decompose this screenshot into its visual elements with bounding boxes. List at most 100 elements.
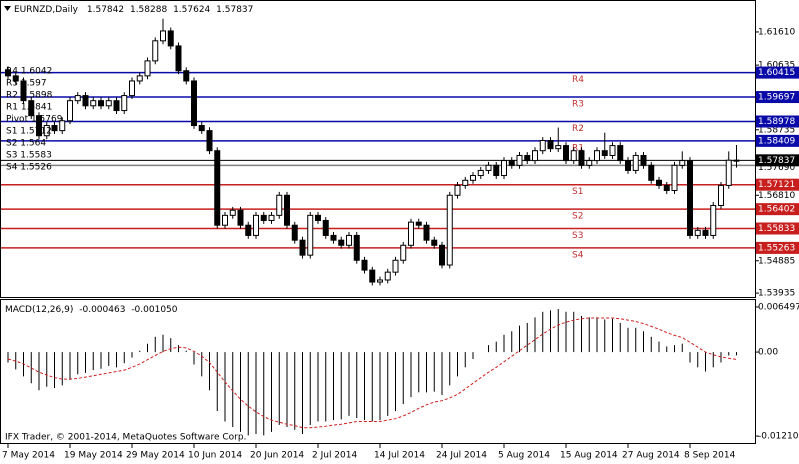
- x-tick-label: 10 Jun 2014: [188, 451, 242, 461]
- candle-body: [82, 95, 89, 107]
- level-price-label: 1.58409: [758, 136, 795, 146]
- y-tick-label: 1.58735: [758, 125, 795, 135]
- candle-body: [36, 115, 42, 137]
- candle-body: [694, 229, 701, 236]
- candle-body: [105, 100, 112, 107]
- candle-body: [361, 259, 368, 271]
- candle-body: [330, 234, 337, 241]
- candle-body: [400, 244, 407, 261]
- macd-title: MACD(12,26,9): [5, 305, 73, 315]
- macd-value: -0.000463: [79, 305, 125, 315]
- symbol-icon: [4, 6, 11, 11]
- candle-body: [501, 160, 507, 177]
- candle-body: [12, 75, 19, 82]
- candle-body: [369, 269, 376, 283]
- candle-body: [710, 204, 717, 236]
- candle-body: [260, 214, 267, 221]
- candle-body: [384, 271, 391, 281]
- candle-body: [679, 160, 686, 166]
- candle-body: [284, 194, 290, 226]
- candle-body: [98, 100, 104, 107]
- pivot-table-entry: R3 1.597: [6, 79, 47, 89]
- candle-body: [586, 160, 593, 166]
- candle-body: [338, 239, 345, 246]
- candle-body: [656, 179, 662, 186]
- level-label: R3: [572, 100, 584, 110]
- candle-body: [718, 184, 724, 206]
- candle-body: [307, 214, 314, 256]
- candle-body: [5, 69, 11, 77]
- level-price-box: [756, 203, 799, 216]
- last-close: 1.57837: [216, 5, 253, 15]
- current-price-label: 1.57837: [758, 156, 795, 166]
- candle-body: [222, 214, 228, 226]
- level-price-box: [756, 115, 799, 128]
- level-price-label: 1.55833: [758, 224, 795, 234]
- level-price-label: 1.59697: [758, 93, 795, 103]
- level-label: S2: [572, 212, 583, 222]
- macd-y-tick-label: 0.00: [758, 348, 778, 358]
- pivot-table-entry: S3 1.5583: [6, 151, 52, 161]
- level-label: S1: [572, 187, 583, 197]
- candle-body: [152, 40, 159, 62]
- candle-body: [539, 139, 546, 152]
- candle-body: [439, 244, 445, 266]
- level-price-label: 1.58978: [758, 117, 795, 127]
- candle-body: [640, 154, 647, 166]
- candle-body: [276, 194, 283, 216]
- level-price-box: [756, 91, 799, 104]
- candle-body: [702, 229, 709, 236]
- signal-value: -0.001050: [131, 305, 177, 315]
- y-tick-label: 1.56810: [758, 191, 795, 201]
- candle-body: [671, 164, 678, 192]
- level-price-label: 1.57121: [758, 180, 795, 190]
- axes: 1.61610 1.60635 1.58735 1.56810 1.54885 1.539…: [2, 27, 799, 461]
- level-price-box: [756, 178, 799, 191]
- candle-body: [725, 159, 732, 186]
- level-label: R2: [572, 124, 584, 134]
- candle-body: [454, 184, 461, 196]
- x-tick-label: 24 Jul 2014: [436, 451, 487, 461]
- level-label: R1: [572, 143, 584, 153]
- chart-header: EURNZD,Daily 1.57842 1.58288 1.57624 1.5…: [14, 5, 253, 15]
- y-tick-label: 1.53935: [758, 289, 795, 299]
- current-price-box: [756, 154, 799, 167]
- level-price-box: [756, 241, 799, 254]
- candle-body: [144, 60, 151, 77]
- candle-body: [733, 159, 740, 162]
- pivot-table-entry: R2 1.5898: [6, 91, 53, 101]
- candle-body: [408, 221, 414, 246]
- level-price-label: 1.56402: [758, 205, 795, 215]
- candle-body: [198, 125, 205, 132]
- candle-body: [268, 214, 275, 221]
- candle-body: [299, 239, 306, 256]
- candle-body: [392, 259, 399, 273]
- last-low: 1.57624: [173, 5, 210, 15]
- level-price-box: [756, 134, 799, 147]
- level-price-box: [756, 66, 799, 79]
- x-tick-label: 2 Jul 2014: [312, 451, 357, 461]
- candle-body: [609, 145, 616, 156]
- candle-body: [206, 130, 213, 152]
- candle-body: [485, 164, 492, 171]
- candle-body: [508, 160, 515, 166]
- candle-body: [113, 100, 120, 112]
- candle-body: [594, 150, 600, 162]
- candle-body: [563, 145, 569, 162]
- candle-body: [663, 184, 670, 192]
- candle-body: [291, 224, 298, 241]
- macd-y-tick-label: 0.006497: [758, 302, 799, 312]
- x-tick-label: 8 Sep 2014: [684, 451, 736, 461]
- candle-body: [315, 214, 321, 221]
- level-label: S3: [572, 231, 583, 241]
- candle-body: [532, 150, 538, 162]
- candle-body: [632, 154, 639, 171]
- candle-body: [74, 95, 81, 102]
- candle-body: [253, 214, 259, 236]
- pivot-table-entry: S1 1.5712: [6, 127, 52, 137]
- candle-body: [245, 224, 252, 236]
- y-tick-label: 1.60635: [758, 61, 795, 71]
- y-tick-label: 1.54885: [758, 256, 795, 266]
- candle-body: [477, 169, 484, 177]
